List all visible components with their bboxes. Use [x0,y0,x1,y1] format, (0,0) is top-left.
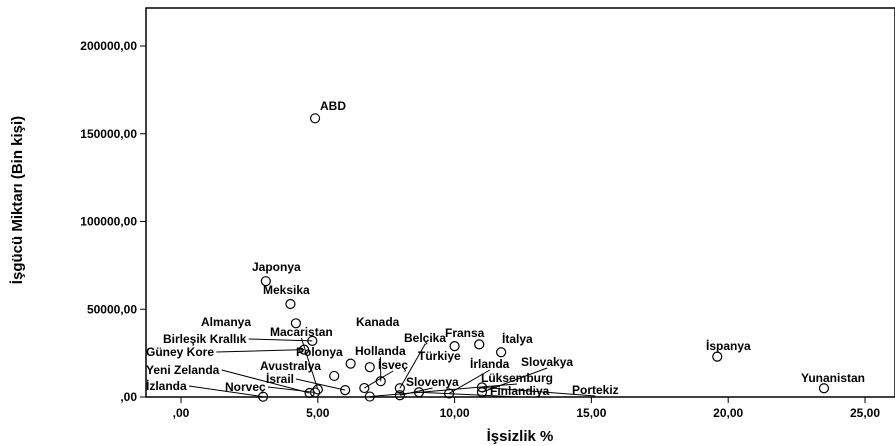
leader-line [188,385,264,398]
data-point [444,388,455,399]
y-axis-title: İşgücü Miktarı (Bin kişi) [9,116,26,284]
leader-line [295,378,346,391]
leader-line [267,386,316,393]
leader-line [221,369,310,394]
point-label: İrlanda [470,356,510,371]
data-point [375,376,386,387]
point-label: İtalya [502,331,533,346]
y-tick-label: 50000,00 [87,302,137,316]
data-point [359,382,370,394]
data-point [394,383,405,394]
point-label: Slovenya [406,375,459,389]
point-label: Polonya [296,345,343,359]
data-point [364,362,375,373]
x-tick-label: 20,00 [713,406,743,420]
data-points [257,113,830,402]
data-point [299,344,310,355]
data-point [257,391,269,402]
y-tick-label: ,00 [120,390,137,404]
data-point [474,339,485,350]
data-point [449,341,460,352]
x-tick-label: 15,00 [576,406,606,420]
point-label: İsveç [378,357,408,372]
point-label: Meksika [263,283,310,297]
data-point [413,387,425,398]
data-point [309,113,321,124]
y-tick-label: 200000,00 [80,39,137,53]
point-label: Türkiye [418,349,461,363]
leader-line [419,391,520,398]
data-point [309,387,321,398]
point-label: Macaristan [270,325,333,339]
data-point [364,391,375,402]
leader-line [399,387,433,396]
point-label: Slovakya [521,355,573,369]
point-label: Yunanistan [801,371,865,385]
data-point [476,382,488,393]
point-label: Norveç [225,380,266,394]
data-point [329,370,340,382]
point-label: Avustralya [260,359,321,373]
data-point [340,385,351,396]
y-tick-label: 150000,00 [80,127,137,141]
data-point [818,383,830,394]
data-point [312,384,323,395]
data-point [307,335,318,346]
point-label: Almanya [201,315,251,329]
x-axis-title: İşsizlik % [487,428,554,445]
point-label: Portekiz [572,383,619,397]
x-tick-label: 5,00 [306,406,330,420]
leader-line [300,337,319,390]
x-tick-label: 25,00 [850,406,880,420]
point-label: Japonya [252,260,301,274]
x-axis: ,00 5,00 10,00 15,00 20,00 25,00 [173,397,880,420]
point-label: Finlandiya [490,384,550,398]
data-point [260,276,271,287]
point-label: Lüksemburg [481,371,553,385]
point-label: ABD [320,99,346,113]
y-axis: ,00 50000,00 100000,00 150000,00 200000,00 [80,39,146,404]
data-point [394,390,405,401]
point-labels: ABD Japonya Meksika Almanya Birleşik Krallık… [146,99,865,398]
point-label: Kanada [356,315,400,329]
point-label: İspanya [706,338,751,353]
leader-line [364,370,394,389]
data-point [304,387,315,399]
point-label: Belçika [404,331,446,345]
leader-line [399,343,426,389]
data-point [345,358,356,369]
x-tick-label: 10,00 [440,406,470,420]
data-point [290,318,302,329]
leader-line [369,383,518,398]
point-label: Hollanda [355,344,406,358]
plot-frame [145,7,895,398]
label-leader-lines [188,337,596,398]
data-point [712,351,723,362]
point-label: Yeni Zelanda [146,363,220,377]
leader-line [248,338,313,342]
data-point [476,387,488,398]
leader-line [216,349,305,353]
point-label: Birleşik Krallık [163,332,247,346]
x-tick-label: ,00 [173,406,190,420]
point-label: Fransa [445,326,485,340]
point-label: İzlanda [146,378,187,393]
data-point [496,347,507,358]
point-label: Güney Kore [146,345,214,359]
point-label: İsrail [266,371,294,386]
data-point [285,298,296,310]
y-tick-label: 100000,00 [80,215,137,229]
leader-line [481,386,596,397]
